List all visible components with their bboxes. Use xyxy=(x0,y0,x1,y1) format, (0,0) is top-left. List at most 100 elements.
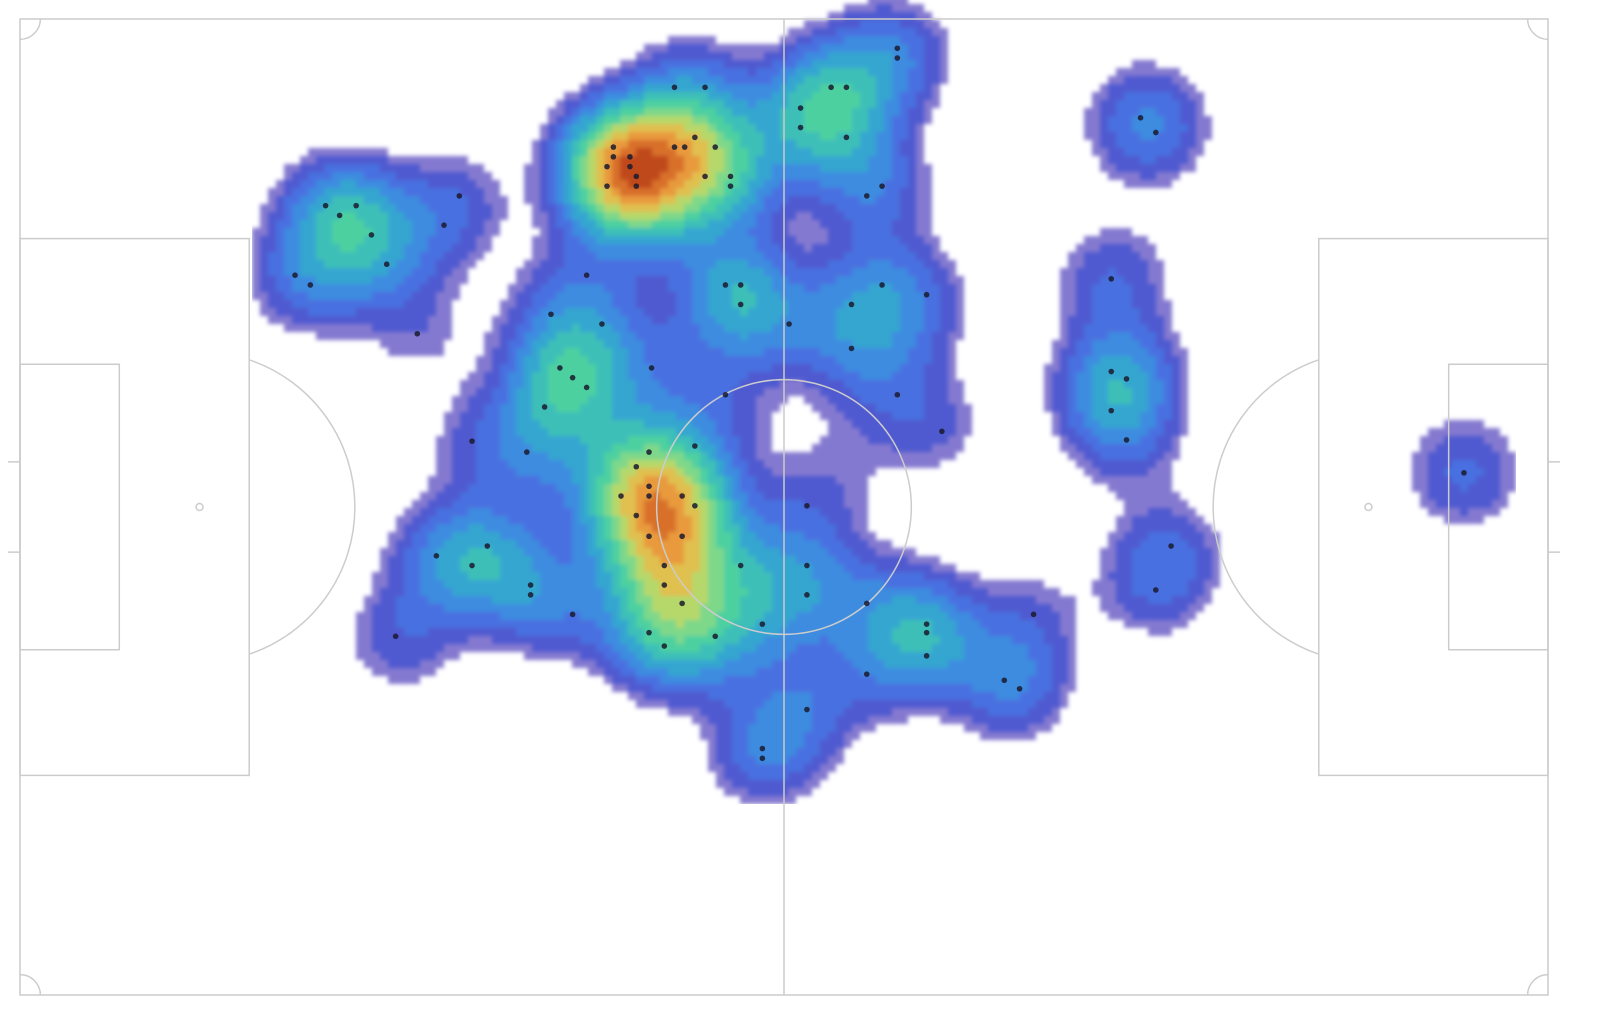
density-level-9 xyxy=(596,124,708,596)
event-point xyxy=(469,438,475,444)
event-point xyxy=(702,84,708,91)
event-point xyxy=(646,493,652,499)
event-point xyxy=(633,463,640,470)
centre-circle xyxy=(655,378,913,636)
event-point xyxy=(1108,368,1115,375)
event-point xyxy=(627,154,633,160)
corner-arc-top-right xyxy=(1526,18,1549,41)
event-point xyxy=(456,193,463,199)
event-point xyxy=(1030,611,1037,618)
event-point xyxy=(923,653,930,659)
event-point xyxy=(727,173,734,180)
event-point xyxy=(879,183,885,189)
event-point xyxy=(804,592,810,598)
event-point xyxy=(583,272,590,279)
event-point xyxy=(1153,129,1159,136)
right-six-yard-box xyxy=(1447,363,1549,651)
event-point xyxy=(414,330,421,337)
event-point xyxy=(759,621,766,627)
event-point xyxy=(863,600,870,607)
event-point xyxy=(527,582,534,588)
event-point xyxy=(661,643,668,649)
event-point xyxy=(828,84,834,91)
event-point xyxy=(646,533,652,540)
event-point xyxy=(923,291,930,298)
right-penalty-spot xyxy=(1364,502,1373,512)
event-point xyxy=(671,84,678,91)
event-point xyxy=(433,553,440,559)
event-point xyxy=(441,222,447,228)
event-point xyxy=(804,562,810,569)
event-point xyxy=(604,183,610,189)
event-point xyxy=(923,621,930,627)
event-point xyxy=(557,365,563,371)
left-penalty-arc xyxy=(248,359,356,655)
event-point xyxy=(737,282,744,288)
event-point xyxy=(604,163,610,170)
event-point xyxy=(627,163,633,170)
event-point xyxy=(599,321,605,327)
event-point xyxy=(759,755,766,762)
event-point xyxy=(307,282,314,288)
event-point xyxy=(1123,376,1130,382)
event-point xyxy=(843,84,850,91)
event-point xyxy=(1108,407,1115,414)
event-point xyxy=(646,483,652,490)
event-point xyxy=(671,144,678,150)
event-point xyxy=(353,202,359,209)
event-point xyxy=(292,272,298,279)
event-point xyxy=(648,365,655,371)
event-point xyxy=(633,512,640,519)
heat-layer xyxy=(252,0,1516,804)
points-layer xyxy=(292,45,1467,762)
event-point xyxy=(939,428,945,435)
event-point xyxy=(804,706,810,713)
event-point xyxy=(722,282,729,288)
left-six-yard-box xyxy=(19,363,121,651)
event-point xyxy=(692,443,698,449)
left-penalty-spot xyxy=(195,502,204,512)
event-point xyxy=(1108,276,1115,282)
event-point xyxy=(336,212,343,219)
event-point xyxy=(712,144,719,150)
event-point xyxy=(1123,437,1130,443)
event-point xyxy=(894,55,901,61)
event-point xyxy=(661,562,668,569)
left-penalty-box xyxy=(19,237,250,777)
event-point xyxy=(661,582,668,588)
event-point xyxy=(392,633,399,640)
event-point xyxy=(737,301,744,308)
event-point xyxy=(804,502,810,509)
event-point xyxy=(633,173,640,180)
event-point xyxy=(848,301,855,308)
event-point xyxy=(633,183,640,189)
event-point xyxy=(383,261,390,268)
event-point xyxy=(523,449,530,455)
right-penalty-arc xyxy=(1212,359,1320,655)
event-point xyxy=(692,502,698,509)
event-point xyxy=(322,202,329,209)
event-point xyxy=(679,600,685,607)
event-point xyxy=(541,404,548,410)
event-point xyxy=(1016,685,1023,692)
event-point xyxy=(786,321,792,327)
event-point xyxy=(548,311,554,318)
event-point xyxy=(797,105,804,111)
event-point xyxy=(569,374,576,381)
event-point xyxy=(702,173,708,180)
event-point xyxy=(722,391,729,398)
density-level-11 xyxy=(612,140,684,540)
event-point xyxy=(923,629,930,636)
event-point xyxy=(737,562,744,569)
event-point xyxy=(681,144,688,150)
event-point xyxy=(863,193,870,199)
event-point xyxy=(848,345,855,352)
corner-arc-top-left xyxy=(19,18,42,41)
event-point xyxy=(583,384,590,391)
event-point xyxy=(646,449,652,455)
event-point xyxy=(712,633,719,640)
density-level-6 xyxy=(332,84,860,652)
event-point xyxy=(1137,115,1144,121)
pitch-lines xyxy=(8,18,1560,996)
